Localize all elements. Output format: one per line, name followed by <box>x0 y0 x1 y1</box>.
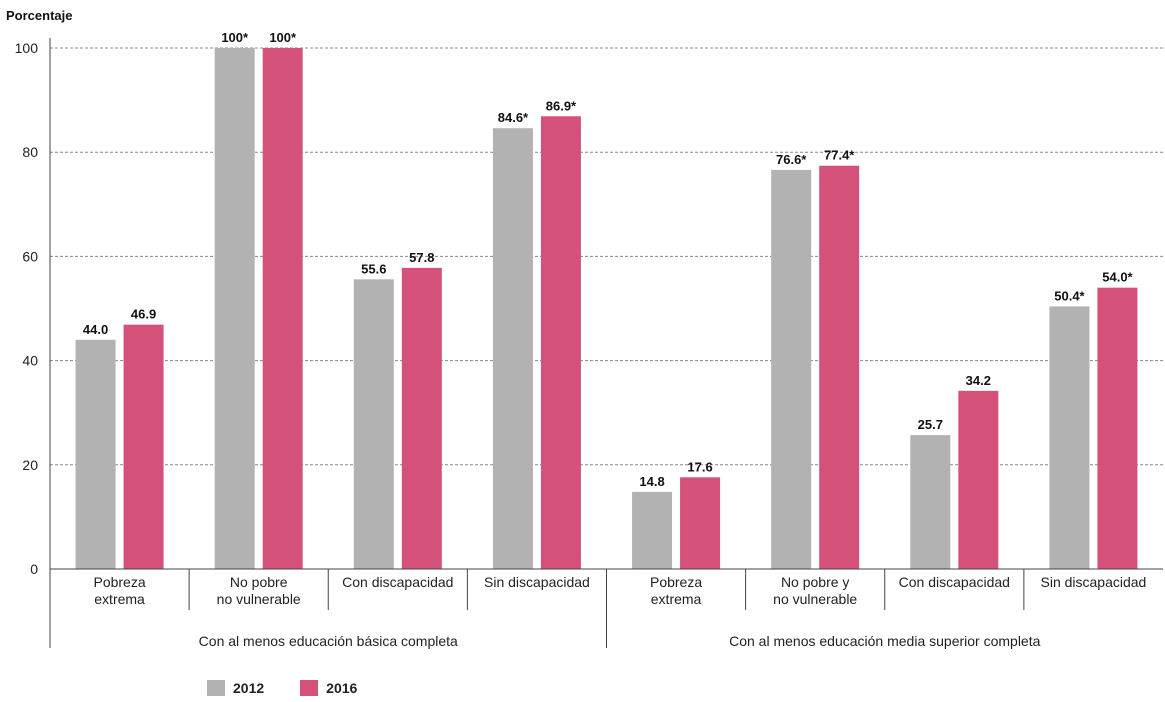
y-tick-label: 100 <box>15 40 39 56</box>
data-label-2012-1: 44.0 <box>83 322 108 337</box>
bar-2012-1 <box>75 339 116 569</box>
data-label-2016-8: 54.0* <box>1102 270 1133 285</box>
bar-2016-4 <box>540 116 581 569</box>
category-label: No pobre <box>230 574 288 590</box>
y-tick-label: 20 <box>22 457 38 473</box>
bar-2012-4 <box>492 128 533 569</box>
bar-2016-5 <box>680 477 721 569</box>
data-label-2016-7: 34.2 <box>966 373 991 388</box>
bar-2016-1 <box>123 324 164 569</box>
data-label-2012-8: 50.4* <box>1054 288 1085 303</box>
category-label: Pobreza <box>650 574 702 590</box>
data-label-2016-4: 86.9* <box>546 98 577 113</box>
y-tick-label: 60 <box>22 248 38 264</box>
bar-2012-7 <box>910 435 951 569</box>
category-label: no vulnerable <box>217 591 301 607</box>
bar-2012-2 <box>214 48 255 569</box>
data-label-2012-7: 25.7 <box>918 417 943 432</box>
legend-item-2016: 2016 <box>300 680 357 696</box>
axes <box>49 38 1163 648</box>
data-label-2016-6: 77.4* <box>824 148 855 163</box>
data-label-2016-2: 100* <box>269 30 297 45</box>
data-labels: 44.0 46.9 100* 100* 55.6 57.8 84.6* 86.9* 14.8 17… <box>83 30 1134 489</box>
bars <box>75 48 1138 569</box>
category-label: no vulnerable <box>773 591 857 607</box>
bar-2016-7 <box>958 390 999 569</box>
data-label-2016-3: 57.8 <box>409 250 434 265</box>
bar-2016-8 <box>1097 287 1138 569</box>
data-label-2012-3: 55.6 <box>361 261 386 276</box>
data-label-2012-5: 14.8 <box>639 474 664 489</box>
category-label: extrema <box>94 591 145 607</box>
data-label-2012-4: 84.6* <box>498 110 529 125</box>
bar-2012-6 <box>771 169 812 569</box>
legend: 2012 2016 <box>207 680 357 696</box>
bar-2012-8 <box>1049 306 1090 569</box>
bar-2012-3 <box>353 279 394 569</box>
data-label-2016-5: 17.6 <box>687 459 712 474</box>
bar-2016-2 <box>262 48 303 569</box>
y-axis-title: Porcentaje <box>6 8 72 23</box>
y-axis-ticks: 0 20 40 60 80 100 <box>15 40 39 577</box>
y-tick-label: 0 <box>30 561 38 577</box>
data-label-2016-1: 46.9 <box>131 307 156 322</box>
bar-2016-6 <box>819 165 860 569</box>
legend-swatch-2012 <box>207 680 225 696</box>
category-label: extrema <box>651 591 702 607</box>
category-label: Sin discapacidad <box>484 574 590 590</box>
category-label: No pobre y <box>781 574 849 590</box>
category-label: Con discapacidad <box>899 574 1010 590</box>
data-label-2012-6: 76.6* <box>776 152 807 167</box>
legend-item-2012: 2012 <box>207 680 264 696</box>
y-tick-label: 80 <box>22 144 38 160</box>
bar-2012-5 <box>632 491 673 569</box>
category-label: Pobreza <box>93 574 145 590</box>
category-label: Con discapacidad <box>342 574 453 590</box>
legend-label-2016: 2016 <box>326 680 358 696</box>
group-label: Con al menos educación media superior co… <box>729 633 1040 649</box>
bar-2016-3 <box>401 267 442 569</box>
group-label: Con al menos educación básica completa <box>199 633 458 649</box>
legend-label-2012: 2012 <box>233 680 265 696</box>
legend-swatch-2016 <box>300 680 319 696</box>
category-label: Sin discapacidad <box>1041 574 1147 590</box>
data-label-2012-2: 100* <box>221 30 249 45</box>
y-tick-label: 40 <box>22 353 38 369</box>
